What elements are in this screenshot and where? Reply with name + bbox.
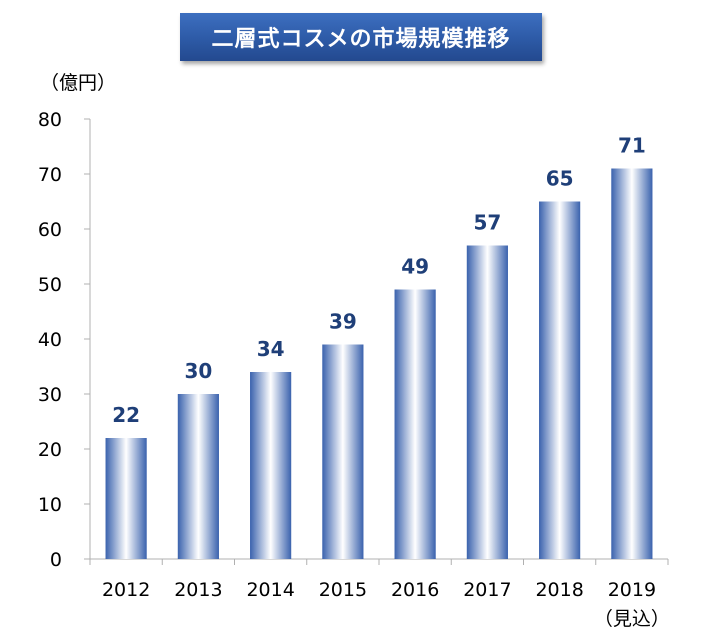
x-tick-label: 2012 [102, 579, 150, 601]
x-tick-label: 2018 [535, 579, 583, 601]
y-tick-label: 80 [38, 109, 62, 131]
x-tick-label: 2014 [246, 579, 294, 601]
y-tick-label: 20 [38, 439, 62, 461]
x-tick-note: （見込） [594, 608, 670, 630]
chart-title-banner: 二層式コスメの市場規模推移 [180, 13, 542, 61]
y-tick-label: 30 [38, 384, 62, 406]
data-label: 49 [401, 255, 429, 279]
x-tick-label: 2013 [174, 579, 222, 601]
y-tick-label: 70 [38, 164, 62, 186]
bar-2017 [466, 245, 508, 559]
data-label: 57 [473, 211, 501, 235]
data-label: 22 [112, 403, 140, 427]
data-label: 71 [618, 134, 646, 158]
y-tick-label: 0 [50, 549, 62, 571]
data-label: 65 [546, 167, 574, 191]
y-tick-label: 10 [38, 494, 62, 516]
bar-2018 [539, 201, 581, 559]
x-tick-label: 2016 [391, 579, 439, 601]
bar-2019 [611, 168, 653, 559]
x-tick-label: 2015 [319, 579, 367, 601]
chart-title: 二層式コスメの市場規模推移 [211, 27, 511, 52]
y-tick-label: 50 [38, 274, 62, 296]
bar-2016 [394, 289, 436, 559]
x-tick-label: 2017 [463, 579, 511, 601]
bar-2012 [105, 438, 147, 559]
y-tick-label: 60 [38, 219, 62, 241]
bar-2014 [250, 372, 292, 559]
y-tick-label: 40 [38, 329, 62, 351]
data-label: 39 [329, 310, 357, 334]
bar-2015 [322, 344, 364, 559]
data-label: 30 [184, 359, 212, 383]
bar-2013 [177, 394, 219, 559]
y-axis-unit-label: （億円） [40, 72, 117, 94]
x-tick-label: 2019 [608, 579, 656, 601]
data-label: 34 [257, 337, 285, 361]
